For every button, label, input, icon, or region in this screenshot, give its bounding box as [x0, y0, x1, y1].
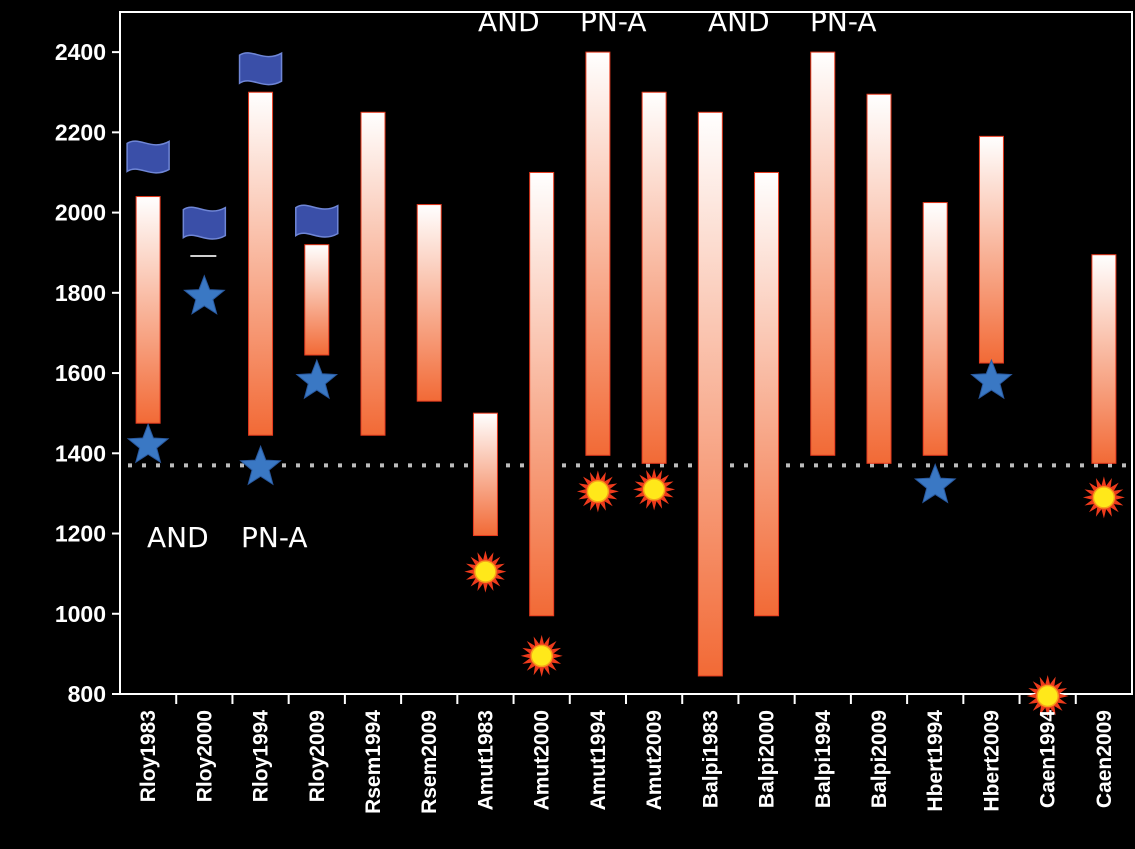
x-tick-label: Rloy2009 [306, 710, 329, 802]
y-tick-label: 2200 [55, 119, 106, 145]
sun-marker [1082, 476, 1125, 519]
range-bar [416, 204, 442, 402]
range-bar [529, 171, 555, 617]
sun-core [474, 560, 497, 583]
x-tick-label: Amut1983 [474, 710, 497, 810]
y-tick-label: 1200 [55, 521, 106, 547]
sun-marker [1026, 675, 1069, 717]
range-bar [810, 51, 836, 456]
x-tick-label: Rsem2009 [418, 710, 441, 814]
y-tick-label: 1400 [55, 440, 106, 466]
sun-core [1092, 486, 1116, 509]
sun-marker [633, 468, 676, 511]
range-bar [1091, 254, 1117, 464]
sun-marker [576, 470, 619, 513]
flag-marker [126, 140, 170, 174]
range-bar [697, 111, 723, 677]
x-tick-label: Balpi2000 [756, 710, 779, 808]
y-tick-label: 2000 [55, 200, 106, 226]
x-tick-label: Hbert1994 [924, 710, 947, 812]
x-tick-label: Balpi1983 [699, 710, 722, 808]
annotation-label: PN-A [580, 5, 646, 38]
annotation-label: PN-A [241, 521, 307, 554]
x-tick-label: Rsem1994 [362, 710, 385, 814]
range-bar [978, 135, 1004, 364]
sun-core [642, 478, 666, 501]
annotation-label: AND [708, 5, 770, 38]
range-bar [472, 412, 498, 537]
x-tick-label: Amut2000 [531, 710, 554, 810]
y-tick-label: 2400 [55, 39, 106, 65]
range-bar [922, 202, 948, 456]
star-marker [913, 463, 957, 504]
x-tick-label: Rloy1983 [137, 710, 160, 802]
star-marker [970, 358, 1013, 400]
range-bar [641, 91, 667, 464]
y-tick-label: 1000 [55, 601, 106, 627]
sun-core [586, 480, 610, 503]
annotation-label: AND [478, 5, 540, 38]
x-tick-label: Amut2009 [643, 710, 666, 810]
star-marker [295, 358, 339, 400]
x-tick-label: Amut1994 [587, 710, 610, 811]
flag-marker [295, 204, 339, 238]
sun-core [530, 644, 553, 668]
range-bar [135, 196, 161, 424]
range-bar [585, 51, 611, 456]
flag-marker [182, 206, 227, 240]
annotation-label: AND [147, 521, 209, 554]
star-marker [126, 422, 170, 464]
annotation-label: PN-A [810, 5, 876, 38]
y-tick-label: 800 [68, 681, 106, 707]
x-tick-label: Caen1994 [1037, 710, 1060, 808]
x-tick-label: Rloy1994 [250, 710, 273, 803]
range-bar [304, 244, 330, 356]
x-tick-label: Rloy2000 [193, 710, 216, 802]
x-tick-label: Balpi1994 [812, 710, 835, 808]
range-bar [866, 93, 892, 464]
x-tick-label: Balpi2009 [868, 710, 891, 808]
sun-marker [520, 634, 563, 677]
range-bar [248, 91, 274, 436]
star-marker [183, 274, 226, 315]
sun-marker [464, 550, 507, 593]
x-tick-label: Hbert2009 [980, 710, 1003, 812]
range-bar [360, 111, 386, 436]
flag-marker [238, 51, 283, 86]
y-tick-label: 1800 [55, 280, 106, 306]
x-tick-label: Caen2009 [1093, 710, 1116, 808]
range-bar [754, 171, 780, 617]
star-marker [239, 444, 282, 486]
sun-core [1036, 684, 1059, 708]
y-tick-label: 1600 [55, 360, 106, 386]
